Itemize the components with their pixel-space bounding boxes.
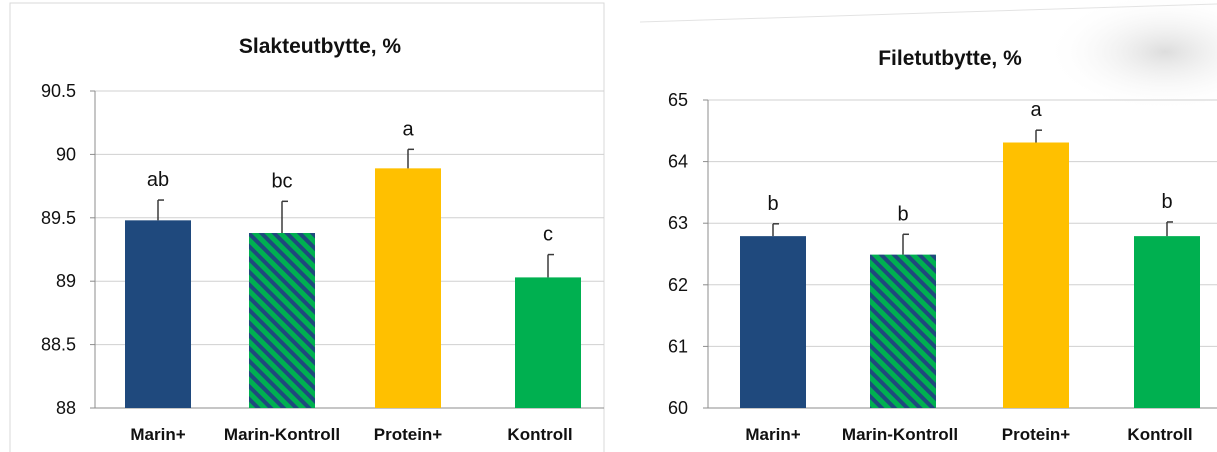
y-tick-label: 62 — [668, 275, 688, 295]
right-chart-frame-edge — [639, 3, 1217, 23]
y-tick-label: 61 — [668, 336, 688, 356]
category-label: Protein+ — [374, 425, 443, 444]
significance-label: a — [1030, 99, 1042, 121]
significance-label: b — [767, 193, 778, 215]
significance-label: b — [1161, 191, 1172, 213]
significance-label: b — [897, 203, 908, 225]
category-label: Marin-Kontroll — [224, 425, 340, 444]
bar-slakte-0 — [125, 220, 191, 408]
significance-label: c — [543, 224, 553, 246]
bar-filet-3 — [1134, 236, 1200, 408]
y-tick-label: 60 — [668, 398, 688, 418]
category-label: Marin+ — [745, 425, 800, 444]
y-tick-label: 89 — [56, 271, 76, 291]
y-tick-label: 88 — [56, 398, 76, 418]
category-label: Kontroll — [507, 425, 572, 444]
corner-shadow — [1045, 0, 1217, 112]
bar-filet-2 — [1003, 142, 1069, 408]
bar-slakte-2 — [375, 168, 441, 408]
category-label: Marin+ — [130, 425, 185, 444]
significance-label: ab — [147, 169, 169, 191]
category-label: Marin-Kontroll — [842, 425, 958, 444]
y-tick-label: 64 — [668, 152, 688, 172]
chart-filetutbytte: Filetutbytte, % 60 61 62 63 64 65 b Marin+ b Marin… — [668, 47, 1217, 444]
y-tick-label: 89.5 — [41, 208, 76, 228]
y-tick-label: 88.5 — [41, 335, 76, 355]
y-tick-label: 63 — [668, 213, 688, 233]
bar-slakte-1 — [249, 233, 315, 408]
significance-label: bc — [271, 170, 292, 192]
category-label: Protein+ — [1002, 425, 1071, 444]
y-tick-label: 65 — [668, 90, 688, 110]
category-label: Kontroll — [1127, 425, 1192, 444]
y-tick-label: 90.5 — [41, 81, 76, 101]
chart-slakteutbytte: Slakteutbytte, % 88 88.5 89 89.5 90 90.5 ab Mari… — [41, 35, 604, 444]
chart-title: Filetutbytte, % — [878, 47, 1022, 70]
y-tick-label: 90 — [56, 144, 76, 164]
significance-label: a — [402, 118, 414, 140]
bar-slakte-3 — [515, 277, 581, 408]
bar-filet-1 — [870, 254, 936, 408]
bar-filet-0 — [740, 236, 806, 408]
chart-title: Slakteutbytte, % — [239, 35, 402, 58]
